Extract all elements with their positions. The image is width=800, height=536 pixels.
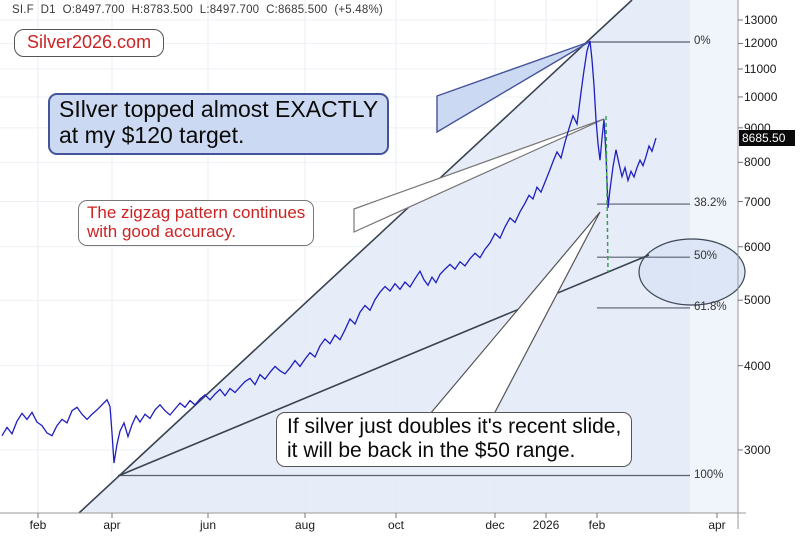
- price-tick-label: 5000: [744, 293, 771, 308]
- annotation-zigzag-note[interactable]: The zigzag pattern continues with good a…: [78, 200, 315, 247]
- price-tick-label: 3000: [744, 443, 771, 457]
- time-tick-label: 2026: [532, 518, 560, 532]
- price-tick-label: 6000: [744, 239, 771, 254]
- fib-retracement-lines[interactable]: [118, 41, 690, 477]
- fib-level-label: 0%: [694, 35, 711, 47]
- annotation-double-note[interactable]: If silver just doubles it's recent slide…: [276, 412, 633, 468]
- target-ellipse[interactable]: [638, 238, 746, 306]
- time-tick-label: dec: [485, 518, 505, 532]
- price-tick-label: 8000: [744, 155, 771, 170]
- time-tick-label: apr: [708, 518, 726, 532]
- annotation-line: SIlver topped almost EXACTLY: [59, 96, 379, 122]
- annotation-line: The zigzag pattern continues: [87, 203, 306, 222]
- callout-pointer-zigzag-note: [353, 118, 605, 233]
- annotation-target-note[interactable]: SIlver topped almost EXACTLY at my $120 …: [48, 93, 390, 155]
- time-tick-label: feb: [588, 518, 606, 532]
- price-tick-label: 10000: [744, 89, 778, 104]
- time-tick-label: oct: [387, 518, 404, 532]
- callout-pointer-target-note: [436, 41, 590, 134]
- ohlc-readout: SI.F D1 O:8497.700 H:8783.500 L:8497.700…: [12, 4, 383, 16]
- annotation-line: with good accuracy.: [87, 222, 236, 242]
- time-tick-label: feb: [29, 518, 47, 532]
- price-tick-label: 13000: [744, 13, 778, 27]
- price-tick-label: 11000: [744, 61, 777, 76]
- time-tick-label: jun: [199, 518, 216, 532]
- fib-level-label: 100%: [694, 468, 724, 481]
- axis-tick-marks: [37, 19, 743, 518]
- rising-wedge-shading: [79, 0, 690, 513]
- watermark-link[interactable]: Silver2026.com: [14, 29, 165, 57]
- drop-marker-dashed-line: [605, 115, 609, 273]
- last-price-badge: 8685.50: [739, 130, 795, 147]
- price-tick-label: 12000: [744, 36, 778, 51]
- fib-level-label: 61.8%: [694, 300, 727, 313]
- annotation-line: at my $120 target.: [59, 121, 245, 148]
- annotation-line: it will be back in the $50 range.: [287, 438, 576, 462]
- time-tick-label: aug: [294, 518, 316, 532]
- price-tick-label: 4000: [744, 358, 771, 373]
- price-series-path: [1, 40, 657, 464]
- annotation-line: If silver just doubles it's recent slide…: [287, 415, 622, 438]
- time-tick-label: apr: [103, 518, 121, 532]
- trendline-steep[interactable]: [78, 0, 633, 514]
- fib-level-label: 50%: [694, 250, 718, 263]
- trendline-support[interactable]: [117, 254, 650, 477]
- price-tick-label: 7000: [744, 194, 771, 209]
- fib-level-label: 38.2%: [694, 197, 727, 210]
